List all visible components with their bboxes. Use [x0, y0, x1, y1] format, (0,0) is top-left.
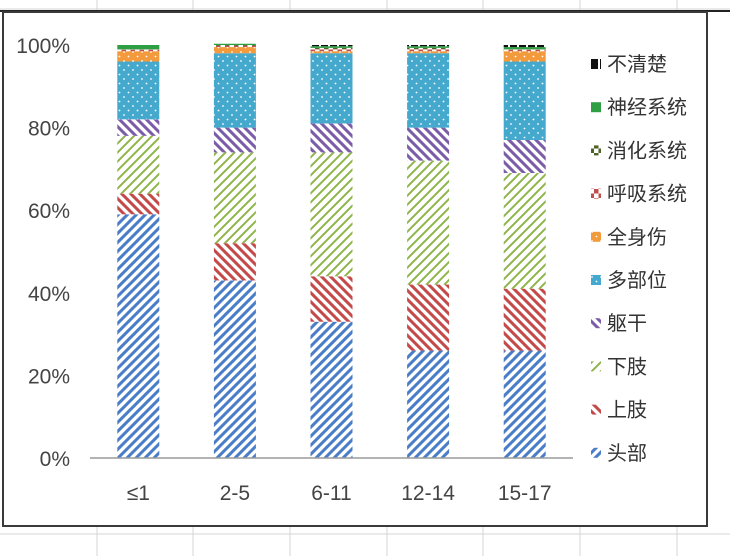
bar-segment — [213, 45, 256, 48]
bar-segment — [310, 47, 353, 50]
bar-segment — [213, 47, 256, 54]
bar-segment — [503, 139, 546, 174]
bar-segment — [407, 47, 450, 50]
x-category-label: ≤1 — [127, 482, 150, 505]
legend-swatch — [591, 361, 601, 372]
bar-segment — [503, 49, 546, 52]
legend-label: 不清楚 — [607, 52, 667, 76]
legend-swatch — [591, 145, 601, 156]
bar-segment — [407, 46, 450, 48]
legend-label: 头部 — [607, 441, 647, 465]
legend-swatch — [591, 188, 601, 199]
bar-segment — [407, 49, 450, 52]
bar-segment — [117, 51, 160, 62]
legend-swatch — [591, 102, 601, 113]
x-category-label: 15-17 — [498, 482, 552, 505]
bar-segment — [117, 49, 160, 52]
legend-swatch — [591, 318, 601, 329]
bar-segment — [503, 47, 546, 50]
bar-segment — [407, 51, 450, 54]
bar-segment — [503, 61, 546, 140]
bar-segment — [213, 243, 256, 281]
y-tick-label: 20% — [28, 365, 70, 388]
bar-segment — [407, 45, 450, 47]
y-tick-label: 60% — [28, 200, 70, 223]
bar-segment — [503, 45, 546, 48]
bar-segment — [310, 53, 353, 124]
legend-swatch — [591, 404, 601, 415]
bar-segment — [503, 350, 546, 458]
legend-label: 神经系统 — [607, 95, 687, 119]
bar-segment — [213, 127, 256, 153]
y-tick-label: 80% — [28, 118, 70, 141]
bar-segment — [310, 321, 353, 458]
bar-segment — [213, 280, 256, 458]
bar-segment — [117, 45, 160, 50]
bar-segment — [407, 127, 450, 161]
bar-segment — [310, 152, 353, 277]
legend-label: 多部位 — [607, 268, 667, 292]
legend-swatch — [591, 275, 601, 285]
legend-swatch — [591, 59, 601, 69]
bar-segment — [117, 61, 160, 120]
bar-segment — [407, 284, 450, 351]
x-category-label: 2-5 — [220, 482, 250, 505]
bar-segment — [213, 152, 256, 244]
bar-segment — [117, 214, 160, 458]
y-tick-label: 0% — [40, 448, 70, 471]
bar-segment — [407, 53, 450, 128]
bar-segment — [503, 288, 546, 351]
legend-label: 下肢 — [607, 354, 647, 378]
legend-label: 消化系统 — [607, 138, 687, 162]
x-category-label: 6-11 — [311, 482, 351, 505]
legend-label: 躯干 — [607, 311, 647, 335]
bar-segment — [503, 173, 546, 289]
legend-swatch — [591, 447, 601, 458]
bar-segment — [117, 193, 160, 215]
legend-swatch — [591, 231, 601, 242]
bar-segment — [310, 123, 353, 153]
x-category-label: 12-14 — [401, 482, 455, 505]
y-tick-label: 40% — [28, 283, 70, 306]
bar-segment — [310, 276, 353, 322]
bar-segment — [310, 46, 353, 48]
bar-segment — [407, 350, 450, 458]
legend-label: 全身伤 — [607, 225, 667, 249]
legend-label: 上肢 — [607, 398, 647, 422]
bar-segment — [310, 51, 353, 54]
bar-segment — [213, 43, 256, 45]
bar-segment — [117, 135, 160, 194]
bar-segment — [117, 49, 160, 50]
bar-segment — [213, 45, 256, 46]
bar-segment — [310, 45, 353, 47]
bar-segment — [503, 51, 546, 62]
bar-segment — [503, 49, 546, 50]
bar-segment — [213, 53, 256, 128]
legend-label: 呼吸系统 — [607, 182, 687, 206]
bar-segment — [117, 119, 160, 136]
bar-segment — [407, 160, 450, 285]
y-tick-label: 100% — [16, 35, 70, 58]
bar-segment — [310, 49, 353, 52]
